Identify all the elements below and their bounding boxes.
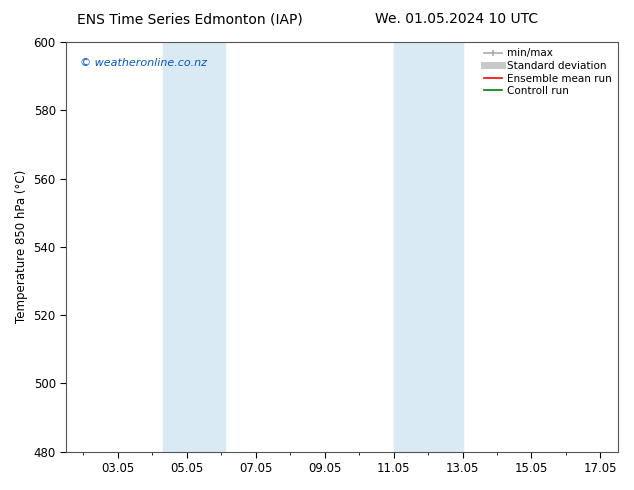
Text: © weatheronline.co.nz: © weatheronline.co.nz xyxy=(80,58,207,69)
Legend: min/max, Standard deviation, Ensemble mean run, Controll run: min/max, Standard deviation, Ensemble me… xyxy=(481,45,614,99)
Text: We. 01.05.2024 10 UTC: We. 01.05.2024 10 UTC xyxy=(375,12,538,26)
Text: ENS Time Series Edmonton (IAP): ENS Time Series Edmonton (IAP) xyxy=(77,12,303,26)
Bar xyxy=(163,42,224,452)
Bar xyxy=(394,42,463,452)
Y-axis label: Temperature 850 hPa (°C): Temperature 850 hPa (°C) xyxy=(15,170,28,323)
